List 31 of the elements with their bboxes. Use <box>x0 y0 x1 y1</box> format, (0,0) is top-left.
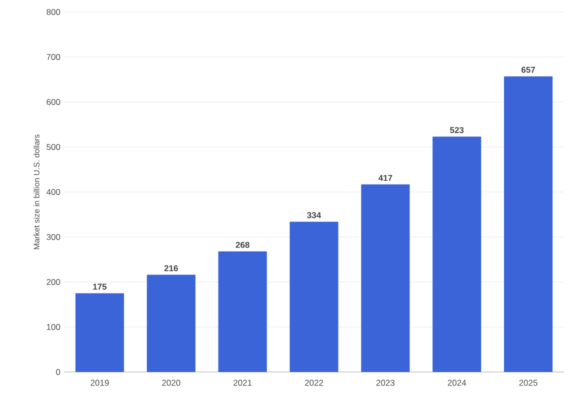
data-label: 268 <box>236 242 250 248</box>
data-label: 523 <box>450 127 464 134</box>
y-tick-label: 700 <box>46 54 60 60</box>
x-tick-label: 2025 <box>519 380 538 386</box>
data-label: 657 <box>522 66 535 73</box>
y-tick-label: 800 <box>46 8 60 15</box>
x-tick-label: 2020 <box>162 380 180 386</box>
bar <box>361 184 410 372</box>
bar <box>75 293 124 372</box>
bar <box>432 136 482 372</box>
x-tick-label: 2024 <box>448 380 466 386</box>
y-tick-label: 400 <box>46 188 60 195</box>
bar <box>290 222 338 372</box>
data-label: 417 <box>378 174 392 181</box>
data-label: 334 <box>307 212 322 218</box>
y-tick-label: 200 <box>46 278 60 285</box>
y-tick-label: 600 <box>46 98 60 105</box>
y-tick-label: 100 <box>46 324 60 330</box>
y-axis-title: Market size in billion U.S. dollars <box>34 134 40 250</box>
x-tick-label: 2022 <box>304 380 324 386</box>
y-tick-label: 0 <box>56 368 60 375</box>
y-tick-label: 300 <box>46 234 60 240</box>
data-label: 216 <box>164 265 178 272</box>
bar <box>146 274 196 372</box>
x-tick-label: 2021 <box>234 380 252 386</box>
y-tick-label: 500 <box>46 144 60 150</box>
x-tick-label: 2023 <box>376 380 395 386</box>
data-label: 175 <box>93 284 107 290</box>
x-tick-label: 2019 <box>90 380 109 386</box>
bar <box>504 76 553 372</box>
bar <box>218 251 267 372</box>
